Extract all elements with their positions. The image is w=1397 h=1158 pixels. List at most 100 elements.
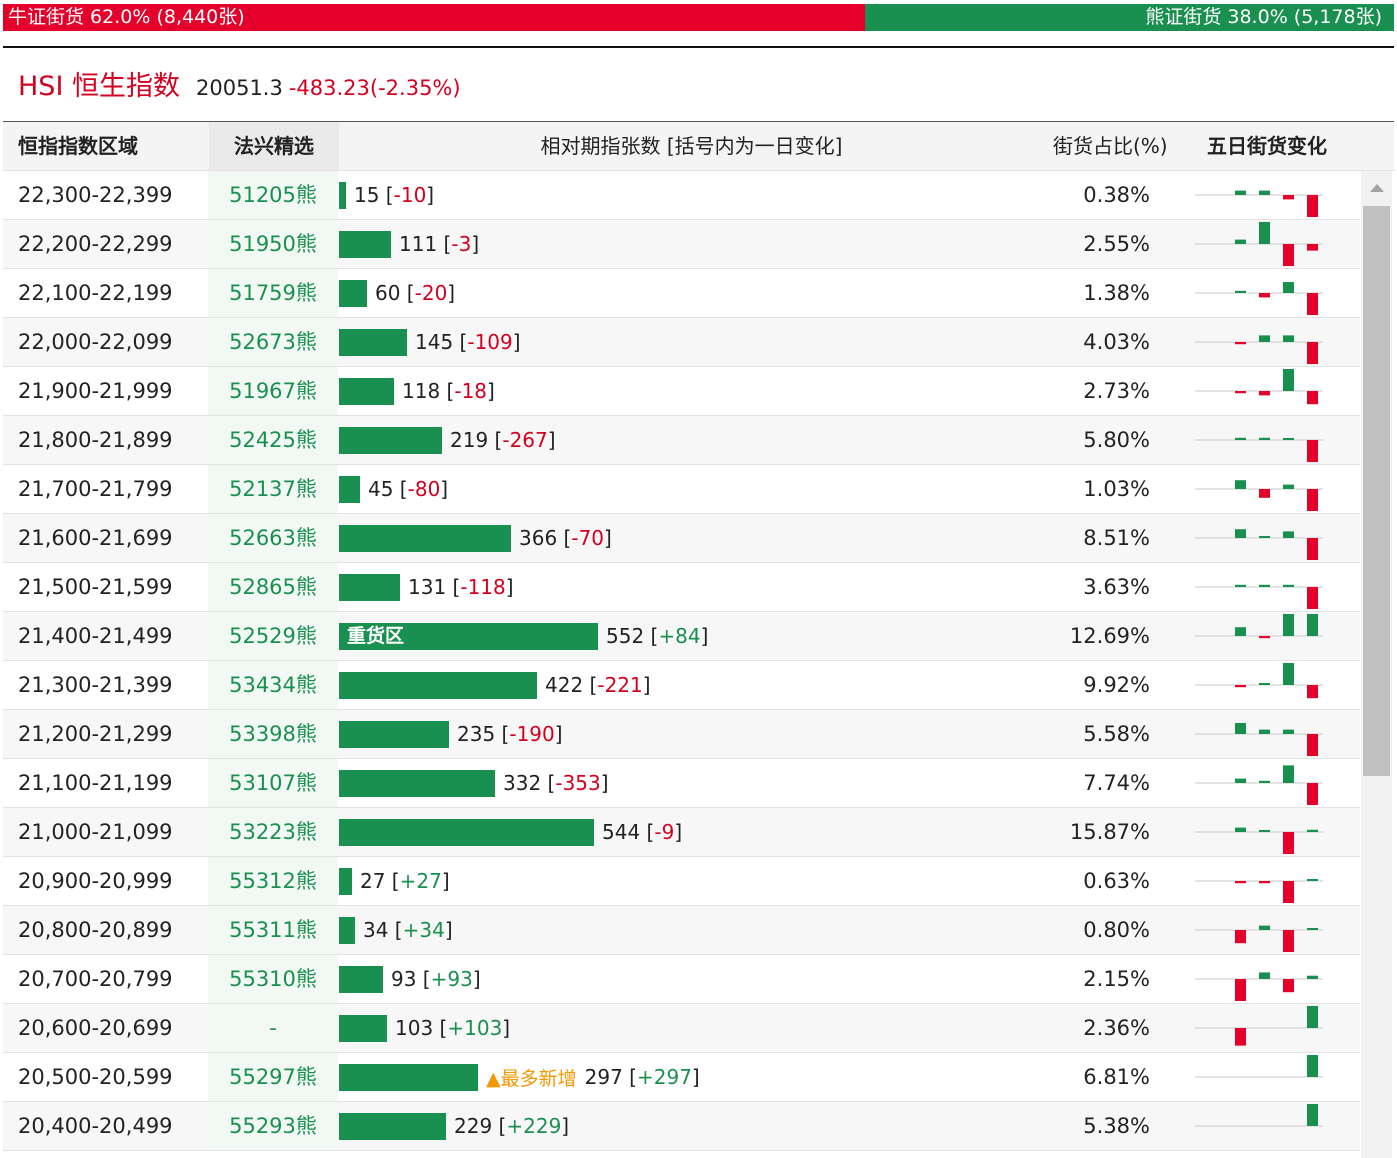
sparkbar-day-5 bbox=[1307, 489, 1318, 511]
table-row[interactable]: 20,800-20,899 55311熊 34 [+34] 0.80% bbox=[3, 906, 1360, 955]
count-text: 111 [-3] bbox=[399, 232, 480, 256]
fx-warrant-link[interactable]: 52663熊 bbox=[208, 514, 338, 562]
daily-change-value: -221 bbox=[597, 673, 643, 697]
fx-warrant-link[interactable]: 51967熊 bbox=[208, 367, 338, 415]
fx-warrant-link[interactable]: 52529熊 bbox=[208, 612, 338, 660]
range-cell: 22,300-22,399 bbox=[18, 183, 173, 207]
range-cell: 20,500-20,599 bbox=[18, 1065, 173, 1089]
table-row[interactable]: 22,200-22,299 51950熊 111 [-3] 2.55% bbox=[3, 220, 1360, 269]
count-bar bbox=[339, 279, 367, 307]
fx-warrant-link[interactable]: 55311熊 bbox=[208, 906, 338, 954]
vertical-scrollbar[interactable] bbox=[1361, 171, 1392, 1158]
ratio-cell: 8.51% bbox=[1083, 526, 1150, 550]
sparkbar-day-5 bbox=[1307, 975, 1318, 979]
ratio-cell: 0.80% bbox=[1083, 918, 1150, 942]
daily-change-value: -353 bbox=[555, 771, 601, 795]
range-cell: 20,600-20,699 bbox=[18, 1016, 173, 1040]
table-row[interactable]: 21,400-21,499 52529熊 重货区 552 [+84] 12.69% bbox=[3, 612, 1360, 661]
table-row[interactable]: 21,600-21,699 52663熊 366 [-70] 8.51% bbox=[3, 514, 1360, 563]
fx-warrant-link[interactable]: 53107熊 bbox=[208, 759, 338, 807]
sparkbar-day-3 bbox=[1259, 489, 1270, 498]
table-row[interactable]: 22,300-22,399 51205熊 15 [-10] 0.38% bbox=[3, 171, 1360, 220]
daily-change-value: +93 bbox=[430, 967, 473, 991]
sparkbar-day-2 bbox=[1235, 1028, 1246, 1046]
five-day-sparkbar bbox=[1195, 661, 1325, 709]
fx-warrant-link[interactable]: 51759熊 bbox=[208, 269, 338, 317]
table-row[interactable]: 21,700-21,799 52137熊 45 [-80] 1.03% bbox=[3, 465, 1360, 514]
ratio-cell: 9.92% bbox=[1083, 673, 1150, 697]
table-row[interactable]: 20,900-20,999 55312熊 27 [+27] 0.63% bbox=[3, 857, 1360, 906]
range-cell: 21,200-21,299 bbox=[18, 722, 173, 746]
table-row[interactable]: 21,800-21,899 52425熊 219 [-267] 5.80% bbox=[3, 416, 1360, 465]
table-row[interactable]: 20,600-20,699 - 103 [+103] 2.36% bbox=[3, 1004, 1360, 1053]
fx-warrant-link[interactable]: 55297熊 bbox=[208, 1053, 338, 1101]
daily-change-value: +229 bbox=[506, 1114, 562, 1138]
count-value: 111 bbox=[399, 232, 438, 256]
fx-warrant-link[interactable]: 53223熊 bbox=[208, 808, 338, 856]
range-cell: 21,000-21,099 bbox=[18, 820, 173, 844]
fx-warrant-link[interactable]: 51205熊 bbox=[208, 171, 338, 219]
five-day-sparkbar bbox=[1195, 269, 1325, 317]
relative-count-cell: 235 [-190] bbox=[339, 710, 1039, 758]
table-row[interactable]: 21,500-21,599 52865熊 131 [-118] 3.63% bbox=[3, 563, 1360, 612]
table-row[interactable]: 22,100-22,199 51759熊 60 [-20] 1.38% bbox=[3, 269, 1360, 318]
sparkbar-day-3 bbox=[1259, 729, 1270, 734]
ratio-cell: 2.36% bbox=[1083, 1016, 1150, 1040]
five-day-sparkbar bbox=[1195, 955, 1325, 1003]
fx-warrant-link[interactable]: 55310熊 bbox=[208, 955, 338, 1003]
relative-count-cell: 45 [-80] bbox=[339, 465, 1039, 513]
daily-change-value: +34 bbox=[402, 918, 445, 942]
fx-warrant-link[interactable]: 51950熊 bbox=[208, 220, 338, 268]
table-row[interactable]: 21,100-21,199 53107熊 332 [-353] 7.74% bbox=[3, 759, 1360, 808]
fx-warrant-link[interactable]: 52425熊 bbox=[208, 416, 338, 464]
count-bar bbox=[339, 426, 442, 454]
table-row[interactable]: 20,400-20,499 55293熊 229 [+229] 5.38% bbox=[3, 1102, 1360, 1151]
sparkbar-day-2 bbox=[1235, 979, 1246, 1001]
fx-warrant-link[interactable]: 53398熊 bbox=[208, 710, 338, 758]
count-bar bbox=[339, 181, 346, 209]
count-value: 552 bbox=[606, 624, 645, 648]
fx-warrant-link[interactable]: 55293熊 bbox=[208, 1102, 338, 1150]
table-row[interactable]: 20,500-20,599 55297熊 ▲最多新增 297 [+297] 6.81% bbox=[3, 1053, 1360, 1102]
count-text: 60 [-20] bbox=[375, 281, 456, 305]
fx-warrant-link[interactable]: 52865熊 bbox=[208, 563, 338, 611]
sparkbar-day-4 bbox=[1283, 930, 1294, 952]
five-day-sparkbar bbox=[1195, 171, 1325, 219]
scroll-up-arrow-icon[interactable] bbox=[1361, 171, 1392, 204]
sparkbar-day-2 bbox=[1235, 437, 1246, 440]
range-cell: 20,900-20,999 bbox=[18, 869, 173, 893]
daily-change-value: +103 bbox=[447, 1016, 503, 1040]
bear-street-stock-segment: 熊证街货 38.0% (5,178张) bbox=[865, 4, 1394, 31]
table-body: 22,300-22,399 51205熊 15 [-10] 0.38% 22,200-2… bbox=[3, 171, 1360, 1151]
count-value: 60 bbox=[375, 281, 401, 305]
table-row[interactable]: 22,000-22,099 52673熊 145 [-109] 4.03% bbox=[3, 318, 1360, 367]
table-row[interactable]: 21,000-21,099 53223熊 544 [-9] 15.87% bbox=[3, 808, 1360, 857]
count-text: 15 [-10] bbox=[354, 183, 435, 207]
relative-count-cell: 229 [+229] bbox=[339, 1102, 1039, 1150]
sparkbar-day-2 bbox=[1235, 827, 1246, 832]
count-text: 297 [+297] bbox=[584, 1065, 700, 1089]
table-row[interactable]: 21,900-21,999 51967熊 118 [-18] 2.73% bbox=[3, 367, 1360, 416]
count-text: 131 [-118] bbox=[408, 575, 514, 599]
fx-warrant-link[interactable]: 52673熊 bbox=[208, 318, 338, 366]
count-text: 45 [-80] bbox=[368, 477, 449, 501]
count-bar bbox=[339, 671, 537, 699]
table-row[interactable]: 21,300-21,399 53434熊 422 [-221] 9.92% bbox=[3, 661, 1360, 710]
sparkbar-day-4 bbox=[1283, 335, 1294, 342]
fx-warrant-link[interactable]: 53434熊 bbox=[208, 661, 338, 709]
sparkbar-day-5 bbox=[1307, 1104, 1318, 1126]
table-row[interactable]: 20,700-20,799 55310熊 93 [+93] 2.15% bbox=[3, 955, 1360, 1004]
daily-change-value: -267 bbox=[502, 428, 548, 452]
range-cell: 20,700-20,799 bbox=[18, 967, 173, 991]
sparkbar-day-4 bbox=[1283, 979, 1294, 993]
sparkbar-day-3 bbox=[1259, 437, 1270, 440]
table-row[interactable]: 21,200-21,299 53398熊 235 [-190] 5.58% bbox=[3, 710, 1360, 759]
fx-warrant-link[interactable]: 52137熊 bbox=[208, 465, 338, 513]
ratio-cell: 5.38% bbox=[1083, 1114, 1150, 1138]
relative-count-cell: 60 [-20] bbox=[339, 269, 1039, 317]
scrollbar-thumb[interactable] bbox=[1363, 206, 1390, 776]
sparkbar-day-4 bbox=[1283, 195, 1294, 200]
index-price: 20051.3 bbox=[196, 76, 283, 100]
ratio-cell: 2.55% bbox=[1083, 232, 1150, 256]
fx-warrant-link[interactable]: 55312熊 bbox=[208, 857, 338, 905]
